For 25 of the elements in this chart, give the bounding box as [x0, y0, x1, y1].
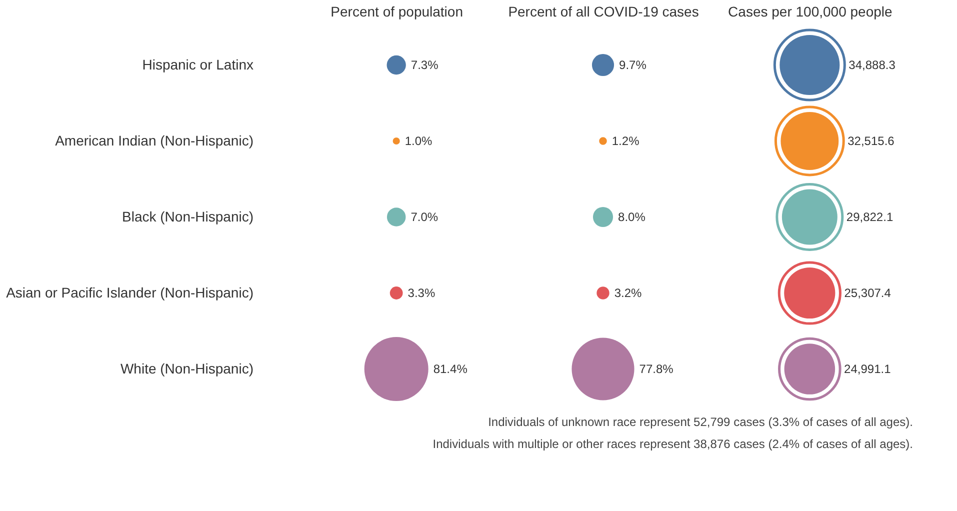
data-label: 77.8% — [639, 362, 674, 376]
category-label: Black (Non-Hispanic) — [122, 208, 254, 224]
data-label: 3.3% — [408, 286, 436, 300]
data-label: 34,888.3 — [848, 58, 896, 72]
data-label: 7.0% — [410, 210, 438, 224]
category-label: Asian or Pacific Islander (Non-Hispanic) — [6, 284, 254, 300]
data-label: 81.4% — [433, 362, 468, 376]
data-label: 24,991.1 — [844, 362, 892, 376]
text: Percent of population — [330, 4, 463, 20]
text: Individuals of unknown race represent 52,799 cases (3.3% of cases of all ages). — [488, 415, 913, 429]
data-label: 1.2% — [612, 134, 640, 148]
data-label: 8.0% — [618, 210, 646, 224]
data-label: 29,822.1 — [846, 210, 894, 224]
category-label: Hispanic or Latinx — [142, 56, 254, 72]
category-label: White (Non-Hispanic) — [120, 360, 254, 376]
data-label: 1.0% — [404, 134, 433, 148]
text: Individuals with multiple or other races represent 38,876 cases (2.4% of cases of all ages). — [432, 437, 913, 451]
data-label: 7.3% — [410, 58, 439, 72]
text: Cases per 100,000 people — [728, 4, 892, 20]
data-label: 9.7% — [619, 58, 647, 72]
data-label: 32,515.6 — [848, 134, 895, 148]
text: Percent of all COVID-19 cases — [508, 4, 699, 20]
data-label: 25,307.4 — [844, 286, 892, 300]
data-label: 3.2% — [614, 286, 642, 300]
category-label: American Indian (Non-Hispanic) — [55, 132, 254, 148]
